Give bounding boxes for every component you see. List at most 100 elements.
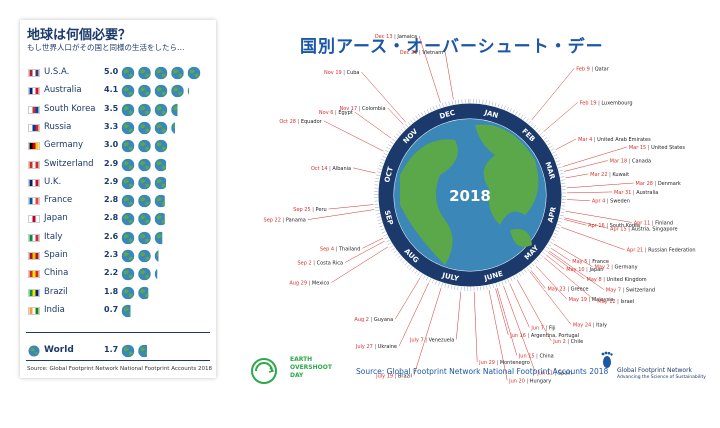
overshoot-country: Luxembourg (601, 100, 632, 106)
overshoot-entry-label: July 7 | Venezuela (409, 337, 454, 343)
country-flag-icon (28, 160, 40, 169)
overshoot-date: Nov 19 (324, 70, 342, 76)
overshoot-date: Jun 11 (536, 370, 553, 376)
overshoot-country: Australia (636, 190, 658, 196)
country-row: France 2.8 (28, 194, 218, 208)
day-tick-ring (373, 99, 566, 291)
world-globe-icon (28, 345, 40, 357)
overshoot-date: Dec 21 (400, 50, 418, 56)
left-source: Source: Global Footprint Network Nationa… (27, 366, 213, 372)
overshoot-entry: Oct 28 | Equador (279, 119, 384, 152)
country-flag-icon (28, 87, 40, 96)
overshoot-country: Greece (571, 286, 589, 292)
overshoot-entry: Jun 15 | China (496, 288, 554, 359)
country-flag-icon (28, 306, 40, 315)
overshoot-entry-label: Feb 9 | Qatar (576, 66, 610, 72)
overshoot-entry-label: Mar 4 | United Arab Emirates (578, 137, 651, 143)
overshoot-entry: May 5 | France (550, 248, 609, 265)
overshoot-entry-label: May 8 | United Kingdom (587, 277, 647, 283)
overshoot-entry-label: July 27 | Ukraine (355, 344, 397, 350)
overshoot-entry-label: Jun 7 | Fiji (530, 325, 555, 331)
world-value: 1.7 (104, 345, 119, 354)
overshoot-entry-label: Oct 28 | Equador (279, 119, 322, 125)
month-label: APR (546, 206, 558, 224)
c6-earth-1 (138, 176, 151, 190)
overshoot-entry-label: Sep 25 | Peru (293, 207, 326, 213)
c0-earth-1 (138, 66, 151, 80)
overshoot-date: Mar 31 (614, 190, 631, 196)
overshoot-entry: Sep 4 | Thailand (320, 237, 384, 252)
overshoot-date: Apr 4 (592, 199, 605, 205)
c3-earth-3 (171, 122, 175, 134)
c11-earth-2 (154, 269, 158, 280)
overshoot-date: Mar 22 (590, 172, 607, 178)
country-row: Switzerland 2.9 (28, 158, 218, 172)
country-name: China (44, 268, 69, 279)
overshoot-entry: May 10 | Japan (546, 254, 603, 273)
overshoot-country: Ukraine (378, 344, 397, 350)
overshoot-entry: Mar 28 | Denmark (566, 181, 681, 189)
overshoot-entry-label: Jun 20 | Hungary (508, 378, 551, 384)
country-row: South Korea 3.5 (28, 103, 218, 117)
overshoot-country: Thailand (338, 246, 360, 252)
country-name: Russia (44, 121, 72, 132)
overshoot-entry-label: May 7 | Switzerland (606, 288, 655, 294)
country-earths (121, 267, 158, 281)
left-title: 地球は何個必要？ (27, 28, 132, 43)
overshoot-entry: Mar 31 | Australia (566, 190, 658, 196)
overshoot-entry-label: Mar 31 | Australia (614, 190, 658, 196)
country-name: India (44, 304, 65, 315)
country-earths (121, 84, 189, 98)
overshoot-entry: May 19 | Malaysia (535, 265, 614, 303)
overshoot-entry: Apr 16 | South Korea (563, 219, 640, 229)
overshoot-entry: July 27 | Ukraine (355, 282, 430, 350)
country-row: U.K. 2.9 (28, 176, 218, 190)
country-name: Italy (44, 231, 63, 242)
c10-earth-2 (154, 250, 159, 262)
country-earths (121, 286, 149, 299)
overshoot-entry-label: July 19 | Brazil (375, 373, 412, 379)
overshoot-country: Colombia (362, 106, 386, 112)
overshoot-entry-label: Sep 22 | Panama (264, 218, 306, 224)
overshoot-entry-label: Mar 28 | Denmark (636, 181, 681, 187)
overshoot-country: China (539, 353, 553, 359)
overshoot-entry: May 23 | Greece (530, 270, 589, 292)
overshoot-entry-label: Apr 16 | South Korea (588, 223, 640, 229)
year-label: 2018 (449, 187, 491, 205)
country-value: 2.6 (104, 231, 119, 241)
overshoot-entry: Jun 16 | Argentina, Portugal (495, 288, 579, 339)
c0-earth-0 (121, 66, 135, 80)
overshoot-country: Denmark (658, 181, 681, 187)
overshoot-date: Sep 4 (320, 246, 334, 252)
overshoot-entry-label: Nov 17 | Colombia (339, 106, 385, 112)
overshoot-country: Canada (632, 159, 651, 165)
country-name: France (44, 195, 73, 206)
c5-earth-1 (138, 158, 151, 171)
overshoot-entry-label: Apr 11 | Finland (634, 220, 673, 226)
c3-earth-0 (121, 121, 135, 135)
right-source: Source: Global Footprint Network Nationa… (356, 367, 609, 376)
overshoot-entry: Jun 7 | Fiji (509, 283, 556, 331)
gfn-logo-text: Global Footprint Network Advancing the S… (617, 367, 706, 380)
country-flag-icon (28, 252, 40, 260)
country-flag-icon (28, 215, 40, 224)
country-value: 3.3 (104, 121, 119, 131)
overshoot-date: May 12 (597, 299, 615, 305)
overshoot-country: Italy (596, 322, 607, 328)
c5-earth-2 (154, 158, 167, 171)
country-name: U.K. (44, 176, 62, 187)
overshoot-entry-label: Nov 6 | Egypt (319, 110, 353, 116)
overshoot-entry: Dec 13 | Jamaica (375, 34, 441, 103)
overshoot-date: July 27 (355, 344, 373, 350)
overshoot-date: Mar 4 (578, 137, 592, 143)
c8-earth-1 (138, 213, 151, 226)
c4-earth-0 (121, 139, 135, 153)
country-row: Japan 2.8 (28, 212, 218, 226)
overshoot-entry-label: Mar 15 | United States (629, 145, 686, 151)
country-name: U.S.A. (44, 67, 70, 77)
overshoot-entry-label: May 10 | Japan (566, 267, 603, 273)
overshoot-entry-label: Mar 18 | Canada (610, 159, 651, 165)
overshoot-entry-label: Jun 11 | Spain (536, 370, 572, 376)
c1-earth-2 (154, 84, 168, 98)
country-value: 2.8 (104, 195, 119, 205)
